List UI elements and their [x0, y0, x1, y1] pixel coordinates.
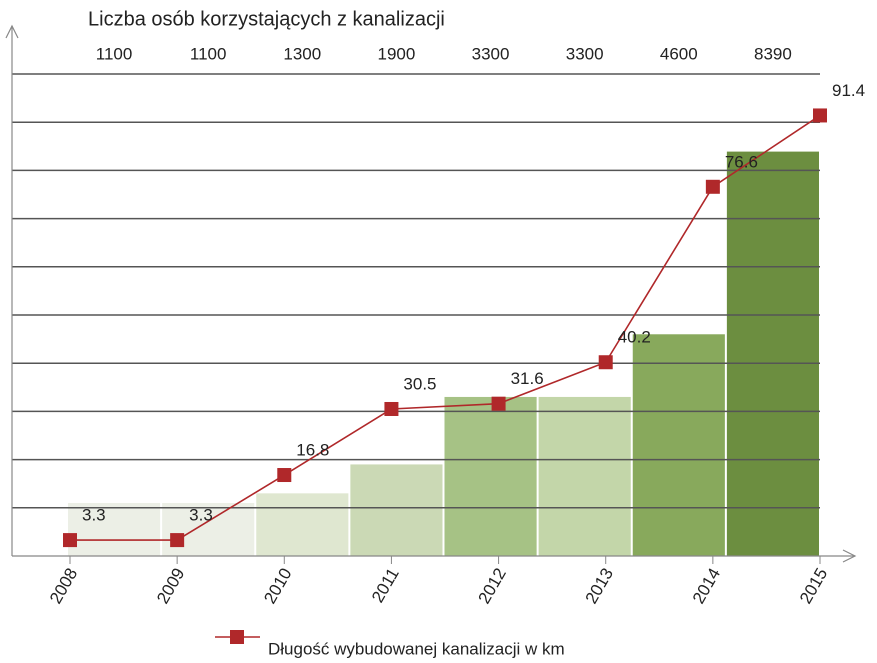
bar	[350, 464, 442, 556]
bar-value-label: 1100	[96, 44, 133, 63]
line-marker	[277, 468, 291, 482]
bar-value-label: 3300	[566, 44, 604, 63]
x-tick-label: 2009	[153, 565, 188, 607]
x-tick-label: 2008	[46, 565, 81, 607]
x-tick-label: 2015	[796, 565, 831, 607]
data-label: 40.2	[618, 328, 651, 347]
bar-value-label: 8390	[754, 44, 792, 63]
bar-value-label: 1100	[190, 44, 227, 63]
line-marker	[170, 533, 184, 547]
line-marker	[813, 108, 827, 122]
data-label: 76.6	[725, 152, 758, 171]
x-tick-label: 2012	[475, 565, 510, 607]
bar-value-label: 1900	[378, 44, 416, 63]
data-label: 30.5	[403, 374, 436, 393]
bar-value-label: 1300	[283, 44, 321, 63]
line-marker	[63, 533, 77, 547]
chart-title: Liczba osób korzystających z kanalizacji	[88, 8, 445, 30]
line-marker	[384, 402, 398, 416]
line-marker	[492, 397, 506, 411]
legend-label: Długość wybudowanej kanalizacji w km	[268, 639, 565, 658]
bar-value-label: 4600	[660, 44, 698, 63]
legend-marker	[230, 630, 244, 644]
bar	[633, 334, 725, 556]
bar-value-label: 3300	[472, 44, 510, 63]
line-marker	[706, 180, 720, 194]
bar	[256, 493, 348, 556]
line-marker	[599, 355, 613, 369]
x-tick-label: 2013	[582, 565, 617, 607]
data-label: 31.6	[511, 369, 544, 388]
x-tick-label: 2014	[689, 565, 724, 607]
data-label: 3.3	[82, 506, 106, 525]
data-label: 3.3	[189, 506, 213, 525]
x-tick-label: 2010	[260, 565, 295, 607]
chart: Liczba osób korzystających z kanalizacji…	[0, 0, 877, 663]
bar	[539, 397, 631, 556]
data-label: 91.4	[832, 81, 865, 100]
bar	[445, 397, 537, 556]
x-tick-label: 2011	[368, 565, 403, 606]
bar	[727, 152, 819, 556]
data-label: 16.8	[296, 441, 329, 460]
